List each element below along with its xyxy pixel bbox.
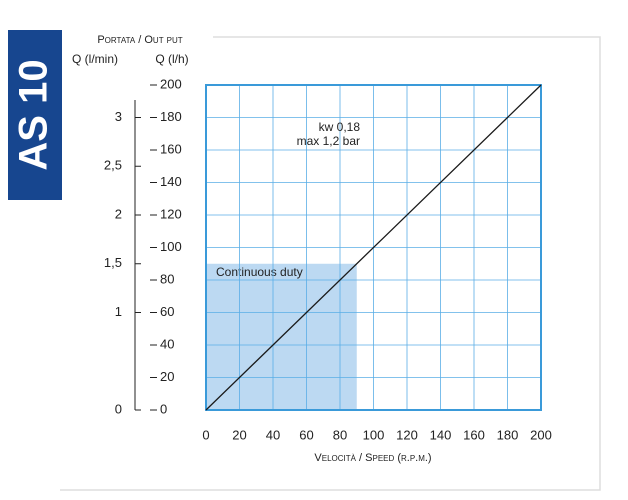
y-tick-label: 80 [160,271,174,286]
y-tick-label: 20 [160,369,174,384]
x-tick-label: 140 [430,427,452,442]
x-tick-label: 180 [497,427,519,442]
x-tick-label: 40 [266,427,280,442]
title-box [8,30,62,200]
plot-frame [205,84,542,411]
annotation: kw 0,18 [319,120,361,134]
y2-tick-label: 1,5 [104,255,122,270]
annotation: max 1,2 bar [297,134,360,148]
y-tick-label: 120 [160,206,182,221]
y2-axis-label: Q (l/min) [72,52,118,66]
y-tick-label: 0 [160,401,167,416]
y-tick-label: 180 [160,109,182,124]
y2-tick-label: 0 [115,401,122,416]
x-tick-label: 200 [530,427,552,442]
y-tick-label: 200 [160,76,182,91]
y-tick-label: 140 [160,174,182,189]
chart-title: AS 10 [12,59,56,170]
x-tick-label: 0 [202,427,209,442]
data-line [205,84,542,411]
x-tick-label: 100 [363,427,385,442]
region-label: Continuous duty [216,265,303,279]
y2-tick-label: 3 [115,109,122,124]
y-axis-label: Q (l/h) [155,52,188,66]
y-tick-label: 60 [160,304,174,319]
y-tick-label: 40 [160,336,174,351]
x-tick-label: 60 [299,427,313,442]
x-tick-label: 20 [232,427,246,442]
x-tick-label: 80 [333,427,347,442]
y-tick-label: 100 [160,239,182,254]
y2-tick-label: 1 [115,304,122,319]
y2-tick-label: 2,5 [104,158,122,173]
outer-frame [60,36,601,491]
y2-tick-label: 2 [115,206,122,221]
x-tick-label: 160 [463,427,485,442]
x-tick-label: 120 [396,427,418,442]
y-tick-label: 160 [160,141,182,156]
x-axis-label: Velocità / Speed (r.p.m.) [314,452,431,464]
output-label: Portata / Out put [97,34,182,46]
